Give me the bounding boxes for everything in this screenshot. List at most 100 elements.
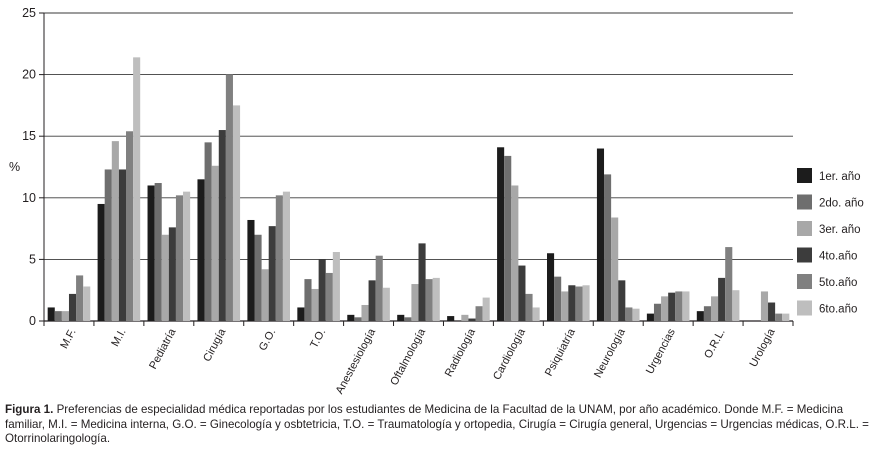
bar: [604, 174, 612, 321]
bar: [782, 313, 790, 321]
bar: [482, 297, 490, 321]
legend-swatch: [797, 221, 812, 236]
bar: [532, 307, 540, 321]
bar: [154, 183, 162, 321]
bar: [247, 219, 255, 321]
legend-label: 5to.año: [819, 277, 857, 289]
bar: [718, 277, 726, 321]
bar: [661, 296, 669, 321]
bar: [104, 169, 112, 321]
bar: [461, 314, 469, 321]
bar-series-group: [47, 57, 790, 322]
bar: [368, 280, 376, 321]
y-tick-label: 20: [22, 68, 36, 82]
x-tick-label: Urología: [748, 326, 779, 369]
bar: [261, 269, 269, 321]
bar: [304, 279, 312, 321]
legend-swatch: [797, 194, 812, 210]
bar: [525, 293, 533, 321]
bar: [268, 226, 276, 321]
bar: [397, 314, 405, 321]
bar: [83, 286, 91, 321]
bar: [596, 148, 605, 321]
bar: [511, 185, 519, 321]
x-tick-label: Cirugía: [201, 326, 229, 364]
y-tick-label: 0: [29, 314, 36, 328]
legend-label: 4to.año: [819, 251, 857, 263]
bar: [254, 234, 262, 321]
bar: [682, 291, 690, 321]
bar: [161, 234, 169, 321]
bar: [711, 296, 719, 321]
bar: [425, 279, 433, 321]
bar: [61, 311, 69, 321]
bar: [618, 280, 626, 321]
legend-label: 3er. año: [819, 224, 861, 236]
bar: [332, 252, 340, 321]
bar: [432, 277, 440, 321]
x-tick-label: M.F.: [58, 327, 78, 351]
legend-label: 6to.año: [819, 304, 857, 316]
y-axis-label: %: [9, 160, 20, 174]
bar: [118, 169, 126, 321]
y-tick-label: 10: [22, 191, 36, 205]
bar: [732, 290, 740, 321]
legend-label: 2do. año: [819, 198, 864, 210]
bar: [211, 165, 219, 321]
bar: [518, 265, 526, 321]
bar: [547, 253, 555, 321]
bar: [554, 276, 562, 321]
bar: [668, 292, 676, 321]
legend-label: 1er. año: [819, 171, 861, 183]
bar: [725, 247, 733, 321]
bar: [625, 307, 633, 321]
x-tick-label: O.R.L.: [702, 327, 728, 361]
bar: [646, 313, 654, 321]
bar: [183, 191, 191, 321]
x-tick-label: Pediatría: [147, 326, 179, 371]
bar: [311, 288, 319, 321]
bar: [347, 314, 355, 321]
bar: [497, 147, 505, 321]
bar: [133, 57, 141, 321]
bar: [475, 306, 483, 321]
bar: [68, 293, 77, 321]
bar: [696, 311, 704, 321]
bar: [361, 304, 369, 321]
bar: [653, 303, 662, 321]
legend-swatch: [797, 247, 812, 263]
figure-caption: Figura 1. Preferencias de especialidad m…: [5, 403, 871, 447]
bar: [561, 291, 569, 321]
legend-swatch: [797, 274, 812, 289]
y-tick-label: 25: [22, 6, 36, 20]
y-axis: 0 5 10 15 20 25: [22, 6, 45, 328]
bar: [76, 275, 84, 321]
bar: [126, 131, 134, 321]
bar: [375, 255, 383, 321]
bar: [504, 155, 512, 321]
x-tick-label: Anestesiología: [334, 326, 379, 396]
bar: [54, 311, 62, 321]
bar: [175, 195, 184, 321]
bar: [703, 306, 711, 321]
bar: [568, 285, 576, 321]
bar: [632, 308, 640, 321]
x-tick-label: Neurología: [592, 326, 628, 380]
x-tick-label: G.O.: [257, 327, 279, 353]
bar: [675, 291, 683, 321]
bar: [168, 227, 176, 321]
bar: [97, 203, 105, 321]
bar: [611, 217, 619, 321]
legend-swatch: [797, 168, 812, 183]
bar: [468, 318, 476, 321]
legend: 1er. año 2do. año 3er. año 4to.año 5to.año 6t…: [797, 168, 864, 316]
bar: [297, 307, 305, 321]
bar: [218, 130, 226, 321]
bar: [768, 302, 776, 321]
bar: [354, 317, 362, 321]
bar: [204, 142, 212, 321]
bar: [197, 179, 205, 321]
caption-text: Preferencias de especialidad médica repo…: [5, 403, 869, 445]
bar: [418, 243, 426, 321]
bar: [111, 141, 119, 321]
